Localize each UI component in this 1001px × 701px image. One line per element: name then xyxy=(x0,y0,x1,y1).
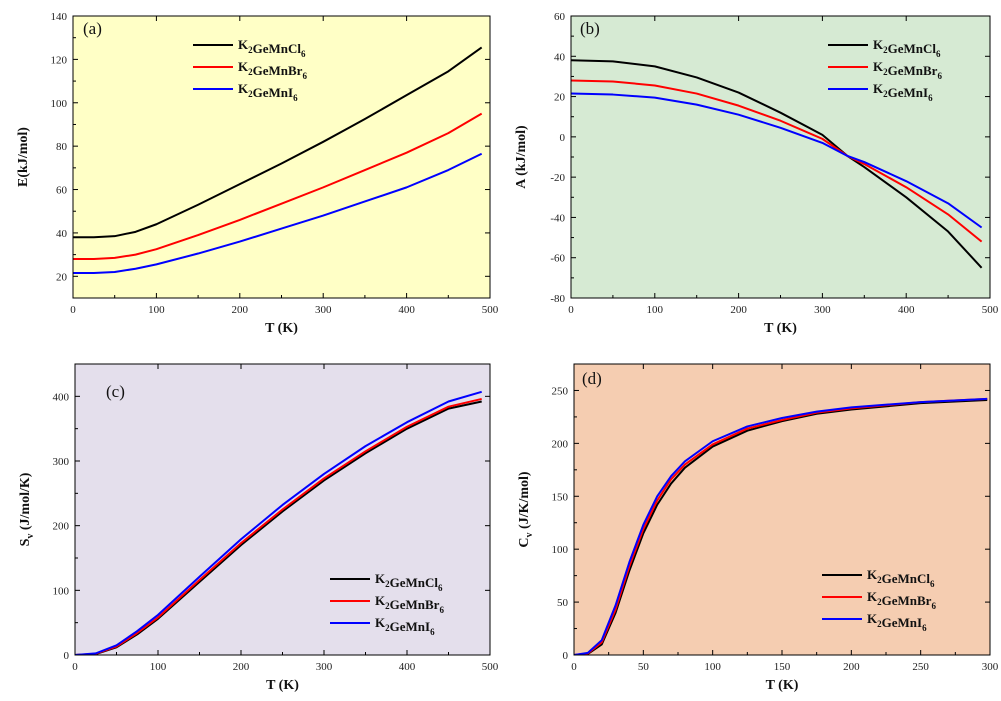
y-tick-label: -60 xyxy=(550,253,565,265)
legend-label: K2GeMnBr6 xyxy=(238,59,307,81)
y-tick-label: -20 xyxy=(550,172,565,184)
x-axis-title: T (K) xyxy=(266,678,299,693)
y-tick-label: 20 xyxy=(56,271,68,283)
y-tick-label: 200 xyxy=(552,438,569,450)
y-tick-label: 40 xyxy=(554,51,566,63)
x-axis-title: T (K) xyxy=(265,321,298,336)
y-tick-label: 150 xyxy=(552,491,569,503)
y-tick-label: 40 xyxy=(56,228,68,240)
y-tick-label: 50 xyxy=(557,597,569,609)
x-tick-label: 0 xyxy=(72,661,78,673)
legend-label: K2GeMnI6 xyxy=(867,611,927,633)
y-tick-label: -40 xyxy=(550,212,565,224)
x-tick-label: 300 xyxy=(982,661,999,673)
x-tick-label: 400 xyxy=(898,304,915,316)
series-line-k2gemni6 xyxy=(571,92,983,229)
y-tick-label: 140 xyxy=(51,11,68,23)
y-tick-label: 80 xyxy=(56,141,68,153)
x-tick-label: 0 xyxy=(571,661,577,673)
y-tick-label: 200 xyxy=(53,521,70,533)
legend-label: K2GeMnBr6 xyxy=(873,59,942,81)
legend-label: K2GeMnI6 xyxy=(873,81,933,103)
x-tick-label: 500 xyxy=(482,304,499,316)
legend-label: K2GeMnCl6 xyxy=(238,37,306,59)
y-tick-label: 250 xyxy=(552,385,569,397)
series-line-k2gemnbr6 xyxy=(75,397,482,655)
legend-label: K2GeMnBr6 xyxy=(867,589,936,611)
x-tick-label: 0 xyxy=(70,304,76,316)
legend-label: K2GeMnCl6 xyxy=(375,571,443,593)
y-tick-label: 0 xyxy=(560,132,566,144)
x-axis-title: T (K) xyxy=(766,678,799,693)
legend-label: K2GeMnBr6 xyxy=(375,593,444,615)
series-line-k2gemnbr6 xyxy=(73,112,483,260)
series-line-k2gemncl6 xyxy=(574,398,988,655)
y-tick-label: 20 xyxy=(554,92,566,104)
y-tick-label: 400 xyxy=(53,391,70,403)
x-tick-label: 100 xyxy=(150,661,167,673)
panel-label: (a) xyxy=(83,19,102,38)
y-tick-label: -80 xyxy=(550,293,565,305)
legend-label: K2GeMnCl6 xyxy=(873,37,941,59)
x-axis-title: T (K) xyxy=(764,321,797,336)
x-tick-label: 100 xyxy=(647,304,664,316)
y-axis-title: E(kJ/mol) xyxy=(16,127,31,187)
plot-background xyxy=(571,16,990,298)
x-tick-label: 300 xyxy=(814,304,831,316)
y-tick-label: 0 xyxy=(563,650,569,662)
x-tick-label: 150 xyxy=(774,661,791,673)
y-tick-label: 300 xyxy=(53,456,70,468)
y-tick-label: 60 xyxy=(554,11,566,23)
panel-b: 0 100 200 300 400 500 -80 -60 -40 -20 0 20 40 60 T (K)… xyxy=(514,11,999,336)
x-tick-label: 400 xyxy=(398,304,415,316)
x-tick-label: 0 xyxy=(568,304,574,316)
series-line-k2gemni6 xyxy=(75,390,482,655)
plot-background xyxy=(574,364,990,655)
x-tick-label: 400 xyxy=(399,661,416,673)
y-axis-title: A (kJ/mol) xyxy=(514,125,529,189)
x-tick-label: 300 xyxy=(315,304,332,316)
panel-label: (b) xyxy=(580,19,600,38)
x-tick-label: 100 xyxy=(148,304,165,316)
y-axis-title: Cv (J/K/mol) xyxy=(517,471,535,548)
x-tick-label: 200 xyxy=(232,304,249,316)
legend-label: K2GeMnI6 xyxy=(375,615,435,637)
x-tick-label: 500 xyxy=(482,661,499,673)
series-line-k2gemnbr6 xyxy=(574,397,988,655)
panel-d: 0 50 100 150 200 250 300 0 50 100 150 200 250 T (K) Cv… xyxy=(517,363,999,693)
x-tick-label: 100 xyxy=(704,661,721,673)
legend-label: K2GeMnI6 xyxy=(238,81,298,103)
x-tick-label: 250 xyxy=(912,661,929,673)
y-tick-label: 120 xyxy=(51,54,68,66)
y-tick-label: 100 xyxy=(552,544,569,556)
panel-a: 0 100 200 300 400 500 20 40 60 80 100 120 140 T (K) E(… xyxy=(16,11,499,336)
x-tick-label: 200 xyxy=(233,661,250,673)
panel-label: (d) xyxy=(582,369,602,388)
x-tick-label: 200 xyxy=(730,304,747,316)
x-tick-label: 50 xyxy=(638,661,650,673)
y-tick-label: 60 xyxy=(56,185,68,197)
panel-c: 0 100 200 300 400 500 0 100 200 300 400 T (K) Sv (J/… xyxy=(18,363,499,693)
y-tick-label: 0 xyxy=(64,650,70,662)
y-axis-title: Sv (J/mol/K) xyxy=(18,472,36,546)
series-line-k2gemni6 xyxy=(73,152,483,275)
series-line-k2gemncl6 xyxy=(571,59,983,269)
legend-label: K2GeMnCl6 xyxy=(867,567,935,589)
series-line-k2gemncl6 xyxy=(73,46,483,239)
x-tick-label: 500 xyxy=(982,304,999,316)
x-tick-label: 200 xyxy=(843,661,860,673)
panel-label: (c) xyxy=(106,382,125,401)
y-tick-label: 100 xyxy=(51,98,68,110)
plot-background xyxy=(73,16,490,298)
series-line-k2gemni6 xyxy=(574,397,988,655)
y-tick-label: 100 xyxy=(53,585,70,597)
series-line-k2gemnbr6 xyxy=(571,79,983,243)
x-tick-label: 300 xyxy=(316,661,333,673)
